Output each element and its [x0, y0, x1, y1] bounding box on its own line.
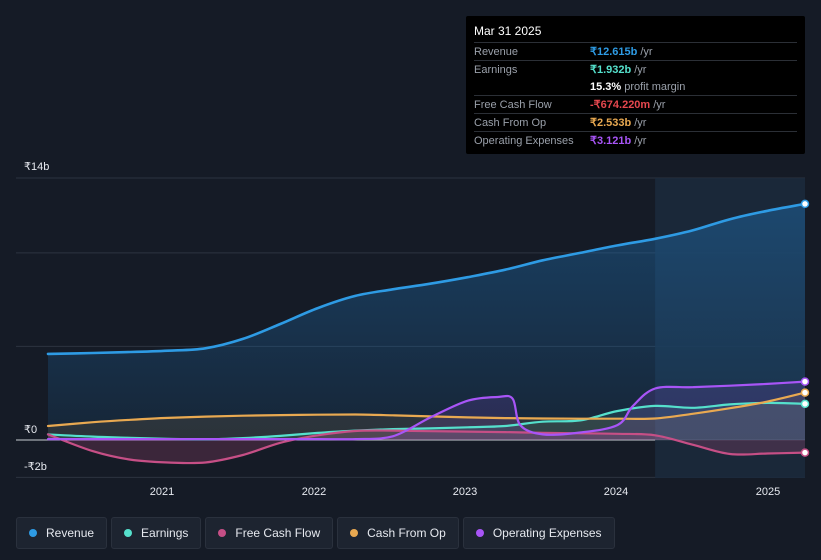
- tooltip-row-free-cash-flow: Free Cash Flow -₹674.220m /yr: [474, 95, 797, 113]
- tooltip-label: Operating Expenses: [474, 134, 574, 147]
- tooltip-unit: /yr: [640, 45, 653, 58]
- legend-label: Revenue: [46, 526, 95, 540]
- earnings-end-dot: [800, 399, 810, 409]
- x-tick-2024: 2024: [603, 486, 629, 498]
- y-axis-bottom-label: -₹2b: [24, 461, 47, 473]
- tooltip-row-profit-margin: 15.3% profit margin: [474, 78, 797, 95]
- free-cash-flow-area: [48, 430, 805, 464]
- legend-dot-icon: [124, 529, 133, 537]
- series-lines: [46, 202, 807, 465]
- x-tick-2025: 2025: [755, 486, 781, 498]
- tooltip-unit: /yr: [634, 134, 647, 147]
- legend-dot-icon: [475, 529, 484, 537]
- tooltip-row-earnings: Earnings ₹1.932b /yr: [474, 60, 797, 78]
- tooltip-value: ₹1.932b: [590, 64, 632, 76]
- y-axis-top-label: ₹14b: [24, 161, 50, 173]
- tooltip-value: ₹3.121b: [590, 135, 632, 147]
- tooltip-value: 15.3%: [590, 80, 622, 93]
- tooltip-row-revenue: Revenue ₹12.615b /yr: [474, 42, 797, 60]
- x-tick-2023: 2023: [452, 486, 478, 498]
- legend-dot-icon: [218, 529, 227, 537]
- series-areas: [48, 203, 805, 464]
- revenue-line: [46, 202, 807, 356]
- tooltip-unit: /yr: [653, 98, 666, 111]
- tooltip-unit: /yr: [634, 63, 647, 76]
- legend-item-cash-from-op[interactable]: Cash From Op: [337, 517, 459, 549]
- operating-expenses-end-dot: [800, 377, 810, 386]
- revenue-area: [48, 203, 805, 440]
- free-cash-flow-end-dot: [800, 448, 810, 457]
- legend-label: Free Cash Flow: [235, 526, 321, 540]
- tooltip-label: Revenue: [474, 45, 519, 58]
- cash-from-op-area: [48, 392, 805, 440]
- tooltip-row-cash-from-op: Cash From Op ₹2.533b /yr: [474, 113, 797, 131]
- legend-item-free-cash-flow[interactable]: Free Cash Flow: [205, 517, 334, 549]
- legend-label: Operating Expenses: [492, 526, 602, 540]
- legend-item-earnings[interactable]: Earnings: [111, 517, 202, 549]
- legend-item-revenue[interactable]: Revenue: [16, 517, 108, 549]
- tooltip-value: ₹12.615b: [590, 46, 638, 58]
- legend-label: Cash From Op: [367, 526, 446, 540]
- tooltip-label: Earnings: [474, 63, 518, 76]
- tooltip-value: -₹674.220m: [590, 99, 651, 111]
- legend-dot-icon: [29, 529, 37, 537]
- data-tooltip: Mar 31 2025 Revenue ₹12.615b /yr Earning…: [466, 16, 805, 154]
- revenue-end-dot: [800, 199, 810, 209]
- operating-expenses-line: [46, 380, 807, 441]
- tooltip-unit: /yr: [634, 116, 647, 129]
- tooltip-row-operating-expenses: Operating Expenses ₹3.121b /yr: [474, 131, 797, 149]
- tooltip-date: Mar 31 2025: [474, 24, 542, 38]
- tooltip-label: Cash From Op: [474, 116, 547, 129]
- chart-legend: Revenue Earnings Free Cash Flow Cash Fro…: [16, 517, 615, 549]
- series-end-dots: [800, 199, 810, 457]
- tooltip-unit: profit margin: [624, 80, 686, 93]
- tooltip-value: ₹2.533b: [590, 117, 632, 129]
- cash-from-op-end-dot: [800, 388, 810, 397]
- y-axis-zero-label: ₹0: [24, 424, 38, 436]
- free-cash-flow-line: [46, 429, 807, 465]
- x-tick-2021: 2021: [149, 486, 175, 498]
- legend-label: Earnings: [141, 526, 189, 540]
- legend-item-operating-expenses[interactable]: Operating Expenses: [462, 517, 615, 549]
- x-tick-2022: 2022: [301, 486, 327, 498]
- legend-dot-icon: [350, 529, 359, 537]
- tooltip-label: Free Cash Flow: [474, 98, 552, 111]
